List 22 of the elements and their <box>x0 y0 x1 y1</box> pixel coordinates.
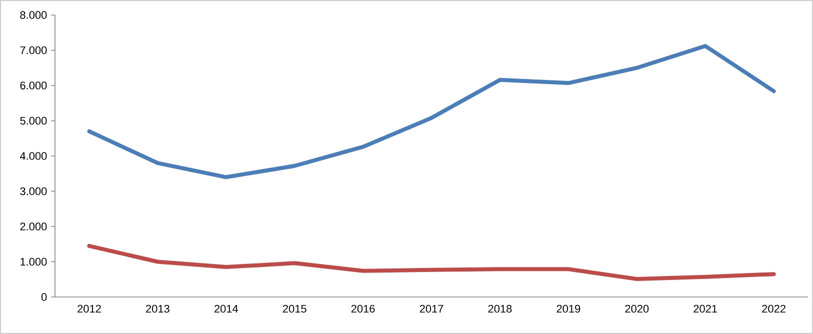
y-tick-label: 0 <box>41 293 47 301</box>
x-tick-label: 2016 <box>351 304 375 313</box>
line-series <box>87 244 776 282</box>
y-tick-label: 2.000 <box>20 222 47 230</box>
y-tick-label: 6.000 <box>20 82 47 90</box>
x-tick-label: 2015 <box>282 304 306 313</box>
x-tick-label: 2018 <box>488 304 512 313</box>
y-tick-label: 3.000 <box>20 187 47 196</box>
x-tick-label: 2022 <box>762 304 786 313</box>
x-tick-label: 2014 <box>214 304 238 313</box>
y-tick-label: 7.000 <box>20 46 47 54</box>
y-tick-label: 8.000 <box>20 11 47 19</box>
x-tick-label: 2019 <box>556 304 580 313</box>
x-tick-label: 2012 <box>78 304 101 313</box>
line-series <box>87 44 776 180</box>
y-tick-label: 1.000 <box>20 258 47 266</box>
y-tick-label: 5.000 <box>20 116 47 125</box>
x-tick-label: 2021 <box>694 304 717 313</box>
y-tick-label: 4.000 <box>20 152 47 160</box>
x-tick-label: 2020 <box>625 304 649 313</box>
x-tick-label: 2013 <box>146 304 170 313</box>
x-tick-label: 2017 <box>420 304 444 313</box>
